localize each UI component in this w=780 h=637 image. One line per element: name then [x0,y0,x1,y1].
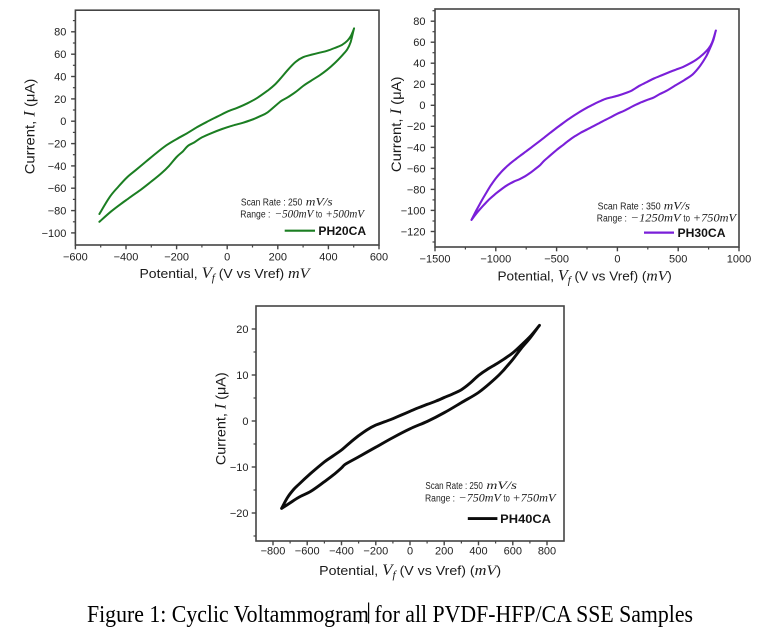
svg-text:PH30CA: PH30CA [678,226,726,240]
svg-text:−800: −800 [261,545,286,557]
svg-text:−120: −120 [401,226,426,238]
svg-text:−500: −500 [544,253,569,265]
svg-text:600: 600 [370,252,388,264]
svg-text:200: 200 [435,545,453,557]
svg-text:−600: −600 [63,252,88,264]
svg-text:−40: −40 [48,161,67,173]
svg-text:−400: −400 [329,545,354,557]
svg-text:−60: −60 [407,163,426,175]
svg-text:−100: −100 [42,228,67,240]
svg-text:−20: −20 [407,121,426,133]
svg-text:−750mV: −750mV [459,493,503,505]
svg-text:80: 80 [54,27,66,39]
svg-text:−60: −60 [48,183,67,195]
svg-text:to: to [316,210,323,221]
svg-text:40: 40 [54,71,66,83]
svg-text:0: 0 [60,116,66,128]
svg-text:Figure 1: Cyclic Voltammogram: Figure 1: Cyclic Voltammogram for all PV… [87,602,693,628]
svg-text:800: 800 [538,545,556,557]
svg-text:0: 0 [419,100,425,112]
svg-text:20: 20 [413,79,425,91]
svg-text:0: 0 [614,253,620,265]
svg-text:400: 400 [469,545,487,557]
svg-text:PH40CA: PH40CA [500,512,551,526]
svg-text:Scan Rate : 350: Scan Rate : 350 [598,202,661,213]
svg-text:mV/s: mV/s [306,197,333,209]
svg-text:−20: −20 [230,508,249,520]
svg-text:400: 400 [319,252,337,264]
svg-text:10: 10 [236,370,248,382]
svg-text:200: 200 [269,252,287,264]
svg-text:+750mV: +750mV [693,212,738,224]
svg-text:40: 40 [413,58,425,70]
svg-text:500: 500 [669,253,687,265]
svg-text:1000: 1000 [727,253,751,265]
svg-text:Scan Rate : 250: Scan Rate : 250 [425,481,483,492]
svg-text:−80: −80 [48,206,67,218]
svg-text:to: to [504,494,511,505]
svg-text:−400: −400 [114,252,139,264]
svg-text:Potential, Vf (V vs Vref) (mV: Potential, Vf (V vs Vref) (mV) [319,562,501,581]
svg-text:Potential, Vf (V vs Vref) (mV: Potential, Vf (V vs Vref) (mV) [498,268,672,287]
svg-text:80: 80 [413,16,425,28]
svg-text:−500mV: −500mV [275,209,315,221]
svg-text:600: 600 [504,545,522,557]
svg-text:Range :: Range : [240,210,270,221]
svg-text:−1250mV: −1250mV [631,212,683,224]
svg-text:+500mV: +500mV [325,209,365,221]
svg-text:Current, I (μA): Current, I (μA) [22,79,39,175]
svg-text:−1000: −1000 [480,253,511,265]
svg-text:−600: −600 [295,545,320,557]
svg-text:20: 20 [54,94,66,106]
svg-text:−200: −200 [164,252,189,264]
svg-text:60: 60 [54,49,66,61]
svg-text:Current, I (μA): Current, I (μA) [388,77,405,173]
svg-text:0: 0 [407,545,413,557]
svg-text:+750mV: +750mV [512,493,557,505]
svg-text:−80: −80 [407,184,426,196]
svg-text:mV/s: mV/s [664,201,691,213]
svg-text:60: 60 [413,37,425,49]
svg-text:PH20CA: PH20CA [318,224,366,238]
svg-text:0: 0 [224,252,230,264]
svg-text:to: to [683,213,690,224]
svg-text:Scan Rate : 250: Scan Rate : 250 [241,198,303,209]
svg-text:Range :: Range : [425,494,455,505]
svg-text:Range :: Range : [597,213,627,224]
svg-text:Current, I (μA): Current, I (μA) [213,372,230,465]
svg-text:0: 0 [242,416,248,428]
svg-text:−40: −40 [407,142,426,154]
svg-text:20: 20 [236,324,248,336]
svg-text:Potential, Vf (V vs Vref) mV: Potential, Vf (V vs Vref) mV [140,265,312,284]
svg-text:−200: −200 [363,545,388,557]
svg-text:−10: −10 [230,462,249,474]
svg-text:−20: −20 [48,139,67,151]
svg-text:−1500: −1500 [420,253,451,265]
svg-text:mV/s: mV/s [486,480,517,492]
svg-text:−100: −100 [401,205,426,217]
